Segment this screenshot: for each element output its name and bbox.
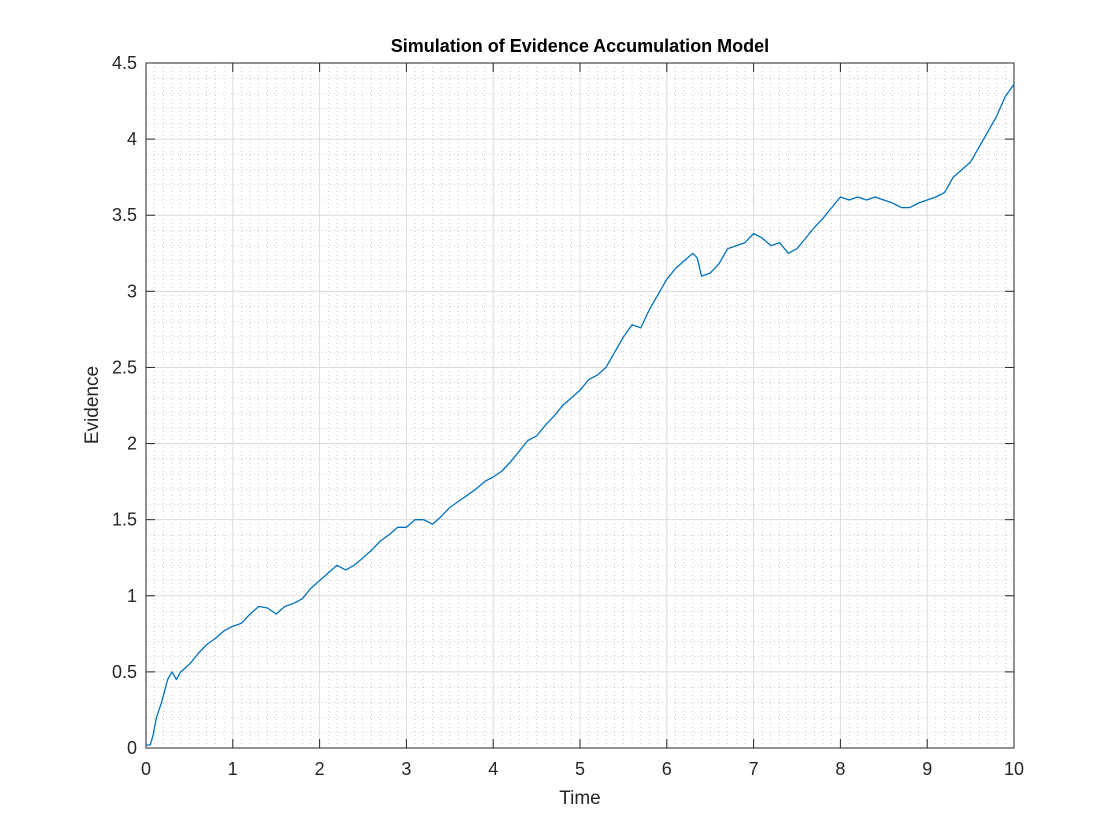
x-axis-ticks: 0 1 2 3 4 5 6 7 8 9 10 bbox=[141, 63, 1024, 779]
x-tick-label: 6 bbox=[662, 759, 672, 779]
x-tick-label: 2 bbox=[315, 759, 325, 779]
x-axis-label: Time bbox=[559, 788, 601, 809]
y-axis-label: Evidence bbox=[82, 366, 103, 444]
x-tick-label: 8 bbox=[835, 759, 845, 779]
evidence-series-line bbox=[146, 83, 1015, 746]
y-tick-label: 1 bbox=[127, 586, 137, 606]
y-tick-label: 4 bbox=[127, 129, 137, 149]
y-tick-label: 4.5 bbox=[112, 53, 137, 73]
y-tick-label: 3 bbox=[127, 281, 137, 301]
series-layer bbox=[146, 83, 1015, 746]
y-tick-label: 3.5 bbox=[112, 205, 137, 225]
x-tick-label: 7 bbox=[749, 759, 759, 779]
chart-title: Simulation of Evidence Accumulation Mode… bbox=[391, 36, 769, 56]
x-tick-label: 10 bbox=[1004, 759, 1024, 779]
x-tick-label: 9 bbox=[922, 759, 932, 779]
x-tick-label: 1 bbox=[228, 759, 238, 779]
y-tick-label: 2.5 bbox=[112, 357, 137, 377]
x-tick-label: 3 bbox=[401, 759, 411, 779]
x-tick-label: 5 bbox=[575, 759, 585, 779]
y-tick-label: 1.5 bbox=[112, 510, 137, 530]
y-axis-ticks: 0 0.5 1 1.5 2 2.5 3 3.5 4 4.5 bbox=[112, 53, 1014, 758]
y-tick-label: 2 bbox=[127, 434, 137, 454]
x-tick-label: 0 bbox=[141, 759, 151, 779]
y-tick-label: 0 bbox=[127, 738, 137, 758]
x-tick-label: 4 bbox=[488, 759, 498, 779]
y-tick-label: 0.5 bbox=[112, 662, 137, 682]
